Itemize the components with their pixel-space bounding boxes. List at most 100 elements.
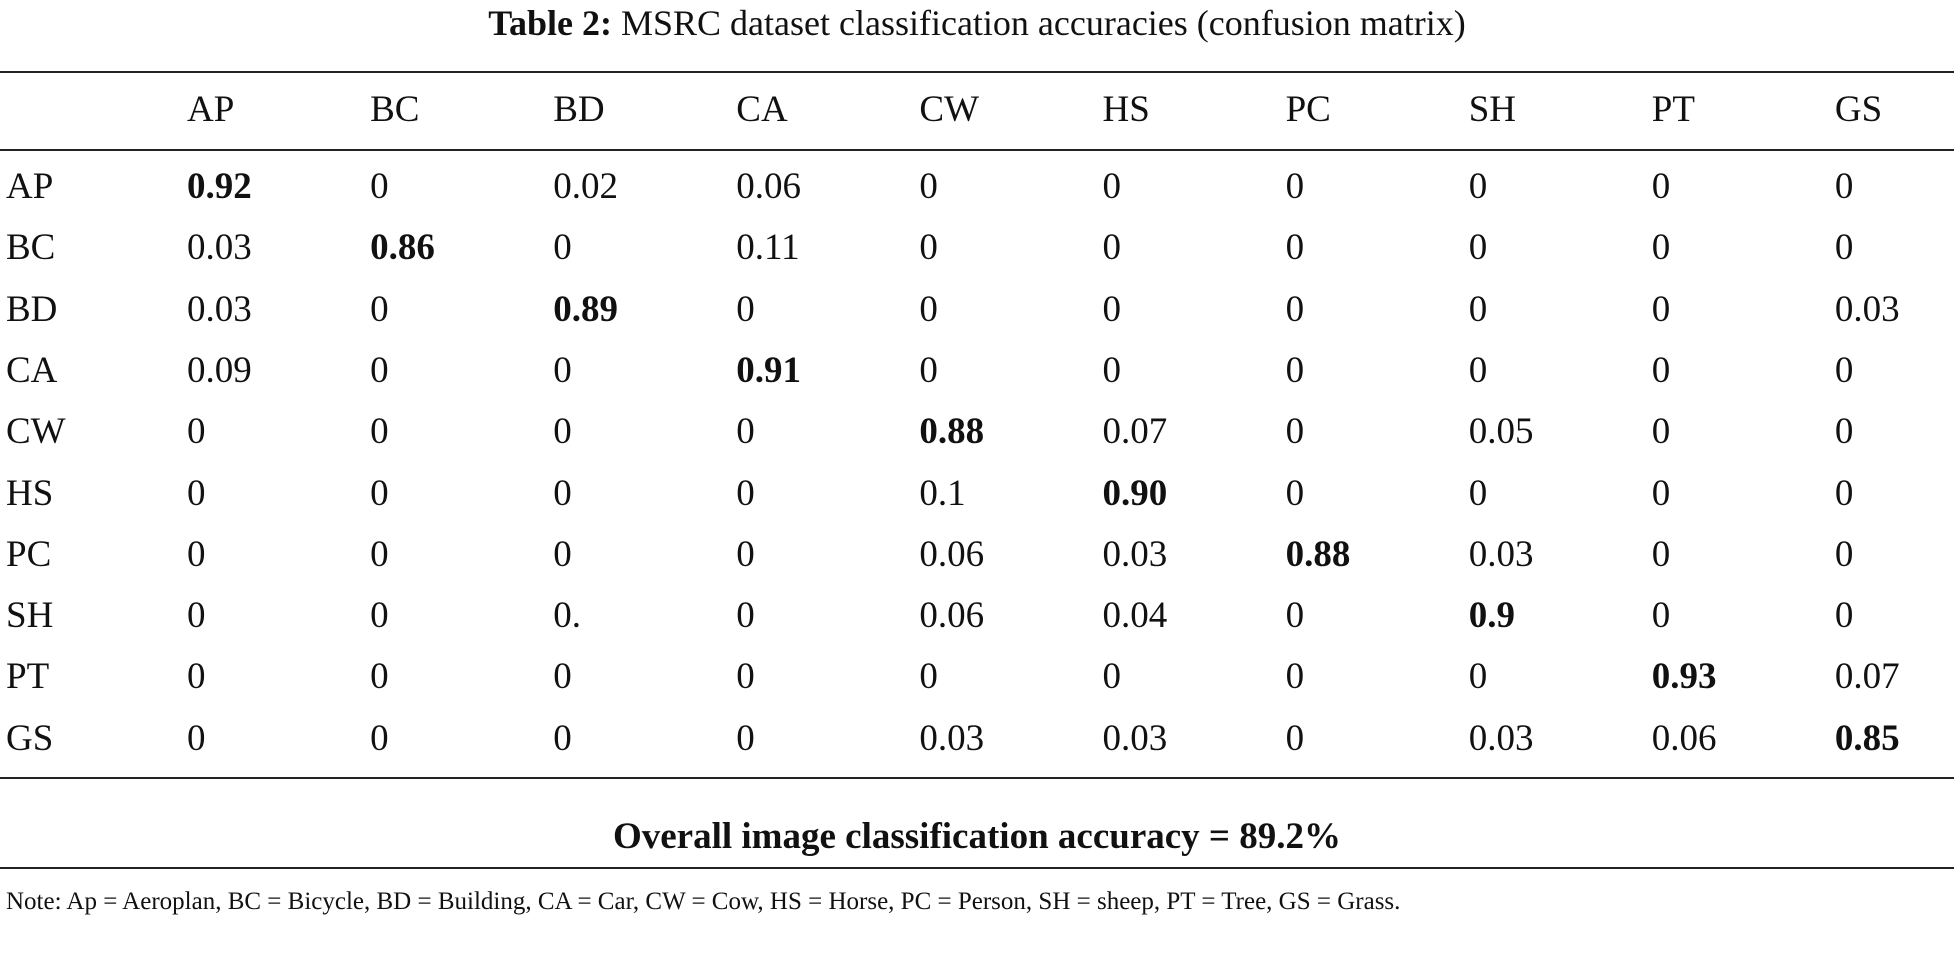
cell: 0 bbox=[553, 717, 572, 759]
cell: 0 bbox=[553, 227, 572, 269]
cell: 0 bbox=[1102, 656, 1122, 698]
cell: 0 bbox=[553, 411, 572, 453]
cell: 0 bbox=[1102, 227, 1122, 269]
column-header: PC bbox=[1285, 89, 1331, 130]
cell: 0 bbox=[370, 288, 389, 330]
cell: 0 bbox=[1651, 227, 1671, 269]
cell: 0 bbox=[1651, 288, 1671, 330]
cell: 0.9 bbox=[1468, 595, 1515, 637]
cell: 0 bbox=[187, 533, 206, 575]
cell: 0 bbox=[1285, 717, 1305, 759]
cell: 0.09 bbox=[187, 349, 252, 391]
cell: 0 bbox=[1651, 472, 1671, 514]
cell: 0 bbox=[736, 656, 755, 698]
cell: 0.07 bbox=[1834, 656, 1900, 698]
cell: 0.06 bbox=[1651, 717, 1717, 759]
cell: 0 bbox=[1285, 472, 1305, 514]
cell: 0 bbox=[553, 656, 572, 698]
cell: 0 bbox=[553, 533, 572, 575]
cell: 0 bbox=[919, 227, 938, 269]
cell: 0 bbox=[1834, 411, 1854, 453]
cell: 0 bbox=[736, 472, 755, 514]
column-header: GS bbox=[1834, 89, 1883, 130]
cell: 0.06 bbox=[919, 595, 985, 637]
cell: 0 bbox=[1102, 349, 1122, 391]
cell: 0 bbox=[1834, 349, 1854, 391]
cell: 0.06 bbox=[736, 166, 802, 207]
cell: 0 bbox=[736, 533, 755, 575]
caption-label: Table 2: bbox=[488, 3, 612, 43]
cell: 0 bbox=[370, 349, 389, 391]
row-label: CA bbox=[6, 349, 58, 391]
cell: 0 bbox=[1468, 288, 1488, 330]
overall-accuracy: Overall image classification accuracy = … bbox=[612, 816, 1342, 857]
cell: 0.02 bbox=[553, 166, 618, 207]
cell: 0 bbox=[736, 411, 755, 453]
cell: 0.03 bbox=[187, 227, 252, 269]
cell: 0.03 bbox=[919, 717, 985, 759]
cell: 0. bbox=[553, 595, 581, 637]
cell: 0 bbox=[1468, 472, 1488, 514]
cell: 0 bbox=[187, 656, 206, 698]
cell: 0 bbox=[1285, 595, 1305, 637]
row-label: BC bbox=[6, 227, 56, 269]
cell: 0 bbox=[1651, 349, 1671, 391]
cell: 0 bbox=[919, 288, 938, 330]
cell: 0 bbox=[1102, 288, 1122, 330]
cell: 0.1 bbox=[919, 472, 966, 514]
cell: 0.88 bbox=[919, 411, 985, 453]
row-label: SH bbox=[6, 595, 54, 637]
row-label: BD bbox=[6, 288, 58, 330]
cell: 0.92 bbox=[187, 166, 252, 207]
cell: 0 bbox=[1834, 166, 1854, 207]
column-header: BD bbox=[553, 89, 605, 130]
cell: 0.85 bbox=[1834, 717, 1900, 759]
note: Note: Ap = Aeroplan, BC = Bicycle, BD = … bbox=[6, 888, 1401, 915]
cell: 0 bbox=[1285, 166, 1305, 207]
cell: 0 bbox=[187, 472, 206, 514]
cell: 0 bbox=[1285, 288, 1305, 330]
cell: 0 bbox=[187, 595, 206, 637]
column-header: BC bbox=[370, 89, 420, 130]
cell: 0.03 bbox=[1102, 533, 1168, 575]
cell: 0.93 bbox=[1651, 656, 1717, 698]
cell: 0 bbox=[736, 717, 755, 759]
cell: 0 bbox=[1285, 656, 1305, 698]
cell: 0.90 bbox=[1102, 472, 1168, 514]
cell: 0.05 bbox=[1468, 411, 1534, 453]
cell: 0 bbox=[1834, 595, 1854, 637]
cell: 0 bbox=[1834, 227, 1854, 269]
caption-text: MSRC dataset classification accuracies (… bbox=[620, 3, 1466, 43]
cell: 0.06 bbox=[919, 533, 985, 575]
cell: 0 bbox=[553, 472, 572, 514]
column-header: AP bbox=[187, 89, 235, 130]
cell: 0 bbox=[370, 166, 389, 207]
cell: 0.86 bbox=[370, 227, 435, 269]
cell: 0 bbox=[553, 349, 572, 391]
cell: 0 bbox=[919, 166, 938, 207]
column-header: HS bbox=[1102, 89, 1150, 130]
cell: 0.07 bbox=[1102, 411, 1168, 453]
cell: 0 bbox=[1468, 349, 1488, 391]
cell: 0 bbox=[370, 533, 389, 575]
cell: 0 bbox=[919, 349, 938, 391]
cell: 0.03 bbox=[1834, 288, 1900, 330]
column-header: CW bbox=[919, 89, 979, 130]
caption: Table 2: MSRC dataset classification acc… bbox=[0, 0, 1954, 46]
cell: 0 bbox=[370, 595, 389, 637]
cell: 0 bbox=[1285, 349, 1305, 391]
cell: 0.03 bbox=[1468, 717, 1534, 759]
cell: 0 bbox=[1651, 411, 1671, 453]
cell: 0 bbox=[370, 411, 389, 453]
cell: 0.91 bbox=[736, 349, 802, 391]
cell: 0 bbox=[1651, 533, 1671, 575]
cell: 0.88 bbox=[1285, 533, 1351, 575]
cell: 0.03 bbox=[1102, 717, 1168, 759]
bottom-rule bbox=[0, 777, 1954, 779]
cell: 0.04 bbox=[1102, 595, 1168, 637]
column-header: PT bbox=[1651, 89, 1695, 130]
cell: 0 bbox=[1834, 533, 1854, 575]
cell: 0 bbox=[1102, 166, 1122, 207]
cell: 0 bbox=[370, 717, 389, 759]
